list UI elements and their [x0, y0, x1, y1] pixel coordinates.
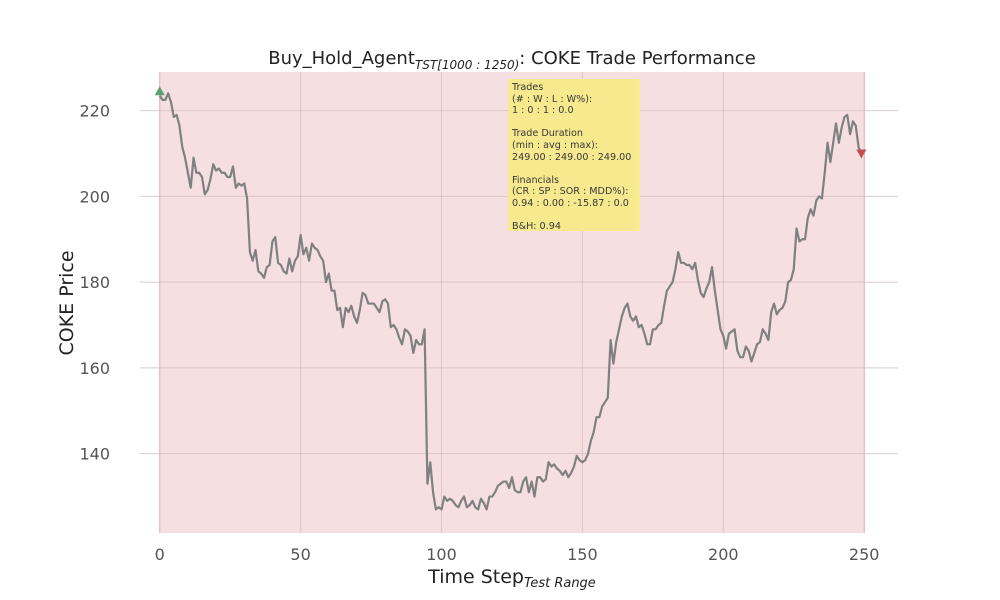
y-axis-label: COKE Price	[56, 250, 78, 355]
y-tick-label: 180	[79, 273, 110, 292]
info-line: B&H: 0.94	[512, 221, 561, 233]
info-line: 1 : 0 : 1 : 0.0	[512, 105, 574, 117]
x-axis-label-main: Time Step	[427, 566, 524, 588]
chart-title-prefix: Buy_Hold_Agent	[268, 48, 415, 69]
info-line: (min : avg : max):	[512, 139, 599, 151]
x-tick-label: 250	[849, 545, 880, 564]
x-tick-label: 200	[708, 545, 739, 564]
y-tick-label: 160	[79, 359, 110, 378]
info-line: (# : W : L : W%):	[512, 93, 593, 105]
y-tick-label: 140	[79, 445, 110, 464]
x-axis-label: Time StepTest Range	[427, 566, 596, 591]
x-tick-labels: 0 50 100 150 200 250	[155, 545, 880, 564]
x-tick-label: 0	[155, 545, 165, 564]
x-tick-label: 50	[290, 545, 310, 564]
buy-marker-icon	[154, 86, 165, 96]
y-tick-labels: 140 160 180 200 220	[79, 102, 110, 464]
x-axis-label-subscript: Test Range	[524, 576, 596, 591]
chart-title: Buy_Hold_AgentTST[1000 : 1250): COKE Tra…	[268, 48, 756, 72]
x-tick-label: 150	[567, 545, 598, 564]
x-tick-label: 100	[426, 545, 457, 564]
info-spacer	[512, 163, 640, 175]
chart-title-suffix: : COKE Trade Performance	[519, 48, 756, 69]
info-line: 0.94 : 0.00 : -15.87 : 0.0	[512, 197, 629, 209]
info-line: 249.00 : 249.00 : 249.00	[512, 151, 632, 163]
info-spacer	[512, 210, 640, 222]
info-line: Financials	[512, 174, 560, 186]
stats-info-box: Trades (# : W : L : W%): 1 : 0 : 1 : 0.0 Tr…	[508, 79, 640, 233]
price-line	[158, 92, 863, 511]
y-tick-label: 200	[79, 187, 110, 206]
info-spacer	[512, 117, 640, 129]
sell-marker-icon	[856, 149, 867, 159]
chart-title-subscript: TST[1000 : 1250)	[415, 58, 519, 72]
y-tick-label: 220	[79, 102, 110, 121]
info-line: Trade Duration	[512, 128, 583, 140]
info-line: Trades	[512, 82, 544, 93]
info-line: (CR : SP : SOR : MDD%):	[512, 186, 629, 198]
